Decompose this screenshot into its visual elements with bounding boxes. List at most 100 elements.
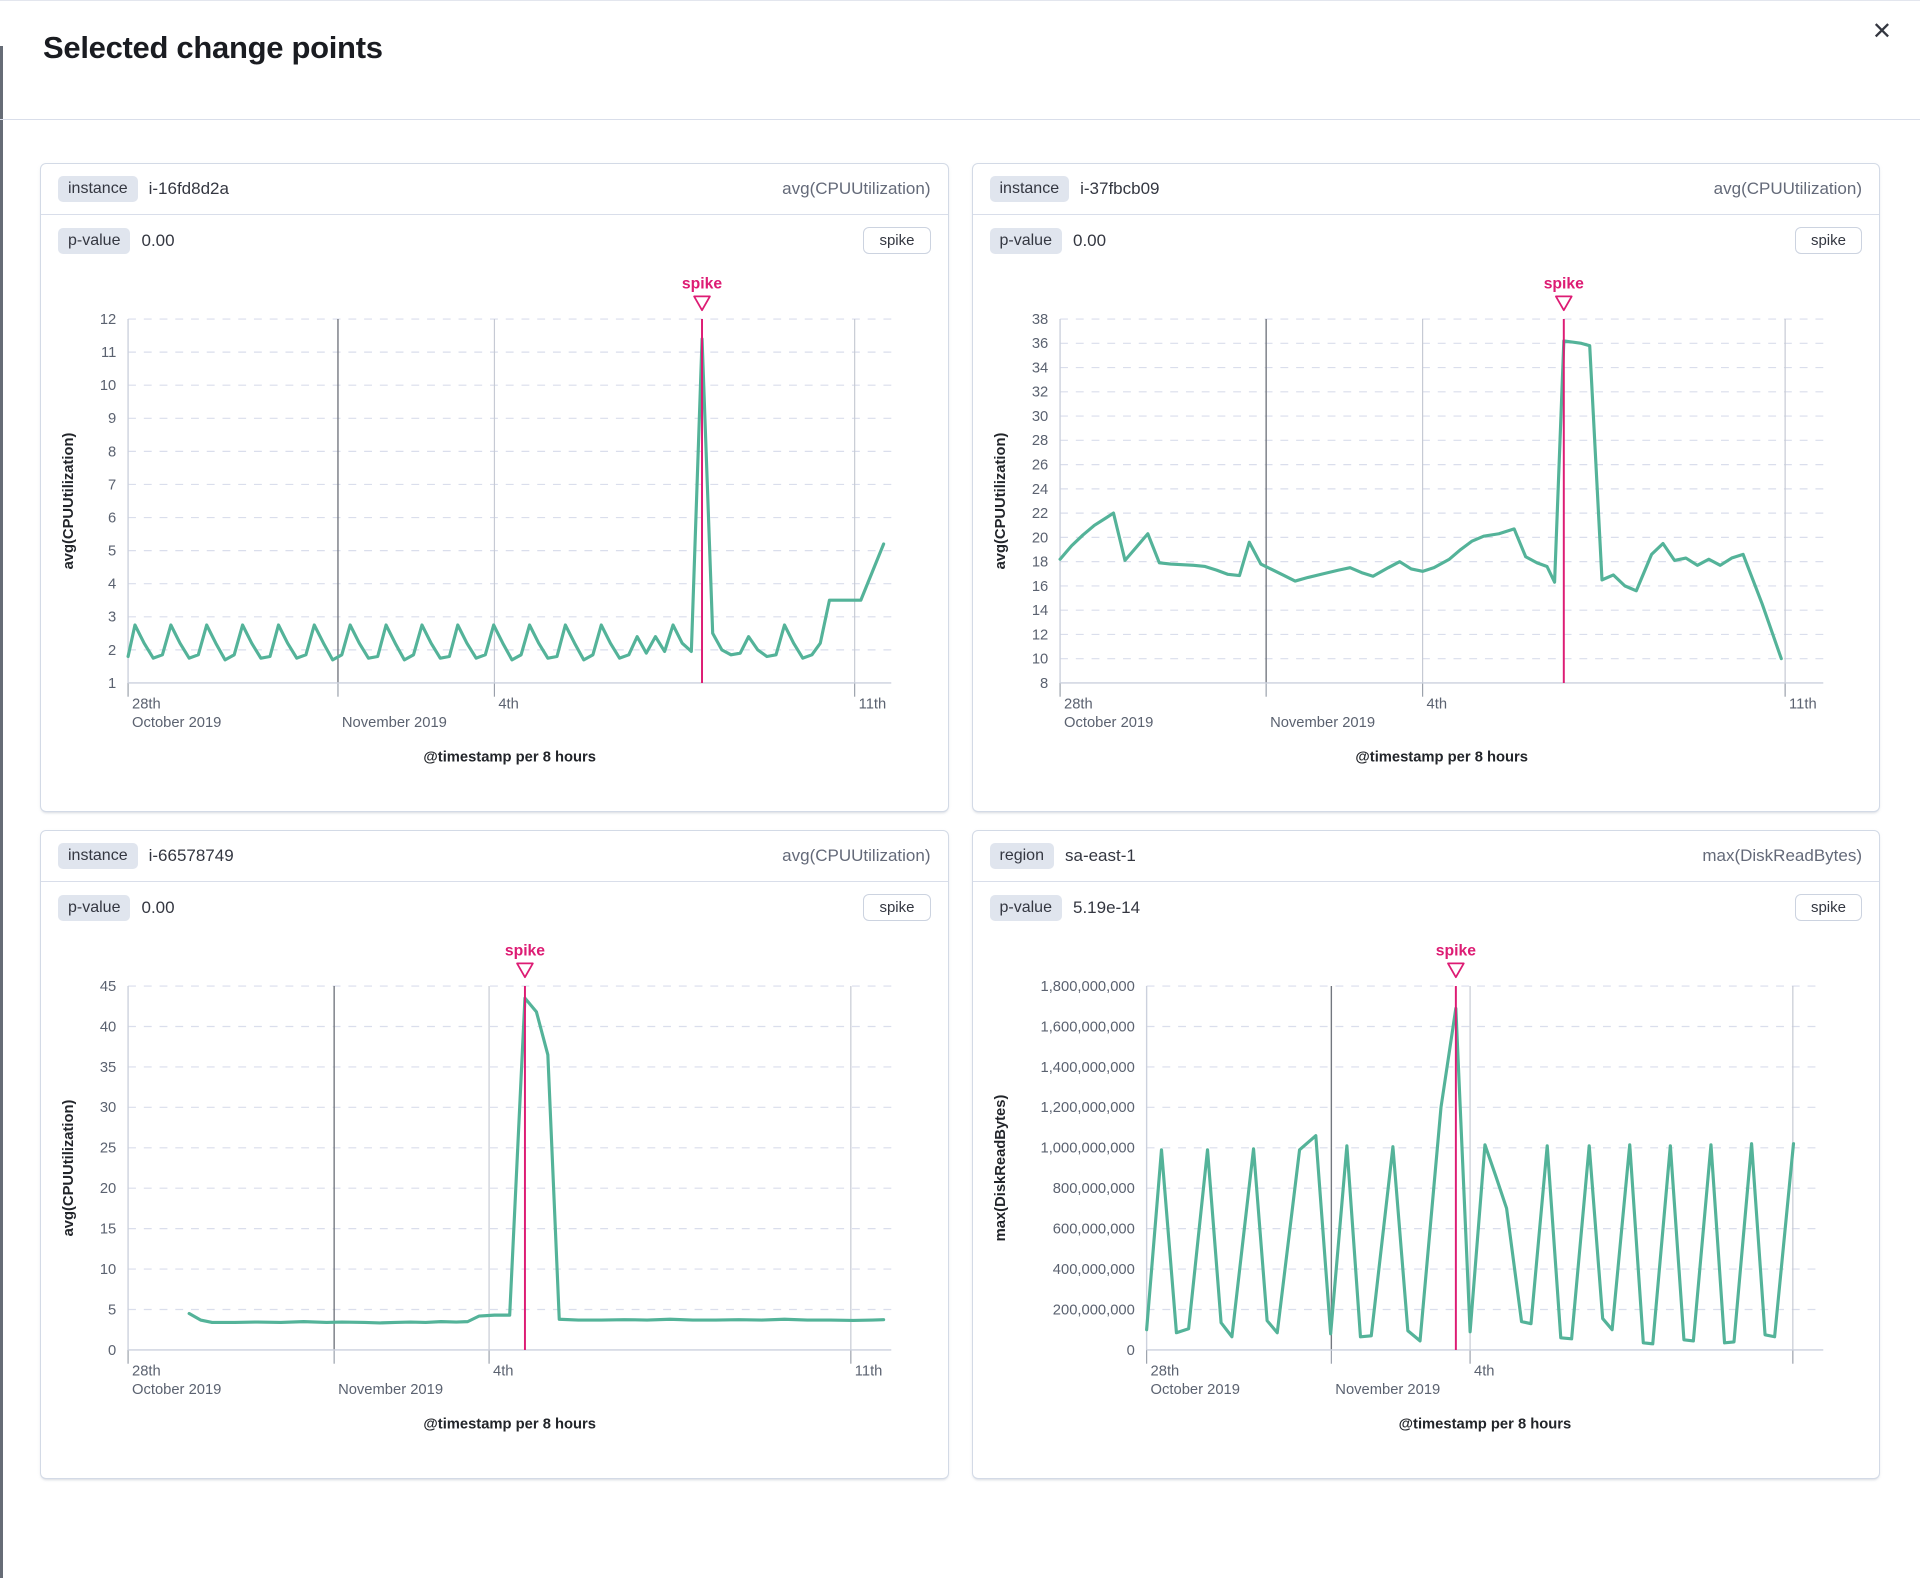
close-icon[interactable]: ✕ (1866, 14, 1898, 50)
svg-text:28th: 28th (132, 1364, 161, 1380)
svg-text:20: 20 (1031, 530, 1047, 546)
svg-text:avg(CPUUtilization): avg(CPUUtilization) (61, 1099, 77, 1236)
svg-text:max(DiskReadBytes): max(DiskReadBytes) (993, 1095, 1009, 1242)
svg-text:1,200,000,000: 1,200,000,000 (1040, 1100, 1134, 1116)
panel-subheader: p-value 0.00 spike (973, 215, 1880, 258)
field-value: i-37fbcb09 (1080, 179, 1160, 198)
svg-text:October 2019: October 2019 (1150, 1382, 1239, 1398)
field-value: i-16fd8d2a (148, 179, 229, 198)
field-value: sa-east-1 (1064, 846, 1136, 865)
svg-text:32: 32 (1031, 385, 1047, 401)
svg-text:1,600,000,000: 1,600,000,000 (1040, 1019, 1134, 1035)
pvalue-value: 0.00 (1072, 230, 1107, 250)
underlying-page-edge (0, 46, 3, 1578)
svg-text:spike: spike (1435, 943, 1475, 960)
svg-text:@timestamp per 8 hours: @timestamp per 8 hours (423, 750, 596, 766)
svg-text:4th: 4th (1474, 1364, 1495, 1380)
svg-text:1,000,000,000: 1,000,000,000 (1040, 1141, 1134, 1157)
svg-text:12: 12 (100, 312, 116, 328)
change-point-type-button[interactable]: spike (1794, 894, 1862, 921)
pvalue-value: 0.00 (141, 897, 175, 917)
pvalue-value: 0.00 (141, 230, 175, 250)
field-group: instance i-66578749 (58, 843, 234, 869)
pvalue-group: p-value 5.19e-14 (989, 894, 1140, 921)
svg-text:30: 30 (100, 1100, 116, 1116)
svg-text:October 2019: October 2019 (132, 1382, 221, 1398)
change-point-type-button[interactable]: spike (863, 227, 931, 254)
pvalue-group: p-value 0.00 (58, 894, 175, 921)
svg-text:800,000,000: 800,000,000 (1052, 1181, 1134, 1197)
svg-text:12: 12 (1031, 627, 1047, 643)
panel-header: instance i-16fd8d2a avg(CPUUtilization) (41, 164, 948, 215)
svg-text:36: 36 (1031, 336, 1047, 352)
svg-text:10: 10 (1031, 652, 1047, 668)
change-point-type-button[interactable]: spike (863, 894, 931, 921)
metric-label: avg(CPUUtilization) (1713, 179, 1862, 198)
change-point-type-button[interactable]: spike (1794, 227, 1862, 254)
svg-text:26: 26 (1031, 458, 1047, 474)
svg-text:8: 8 (108, 444, 116, 460)
change-point-panel: instance i-66578749 avg(CPUUtilization) … (40, 830, 949, 1479)
svg-text:28th: 28th (1150, 1364, 1179, 1380)
field-badge: instance (989, 176, 1070, 202)
svg-text:200,000,000: 200,000,000 (1052, 1302, 1134, 1318)
svg-text:@timestamp per 8 hours: @timestamp per 8 hours (423, 1417, 596, 1433)
svg-text:1,800,000,000: 1,800,000,000 (1040, 979, 1134, 995)
panel-header: instance i-37fbcb09 avg(CPUUtilization) (972, 164, 1879, 215)
svg-text:28th: 28th (132, 697, 161, 713)
panel-header: instance i-66578749 avg(CPUUtilization) (41, 831, 948, 882)
chart-wrap: 0 200,000,000 400,000,000 600,000,000 800,00… (973, 925, 1880, 1466)
field-badge: region (989, 843, 1054, 869)
modal-top-border (0, 0, 1920, 1)
panel-header: region sa-east-1 max(DiskReadBytes) (972, 831, 1879, 882)
svg-text:avg(CPUUtilization): avg(CPUUtilization) (61, 432, 77, 569)
field-group: region sa-east-1 (989, 843, 1136, 869)
field-badge: instance (58, 176, 138, 202)
svg-text:1: 1 (108, 676, 116, 692)
svg-text:spike: spike (682, 276, 722, 293)
panel-subheader: p-value 5.19e-14 spike (973, 882, 1880, 925)
change-points-grid: instance i-16fd8d2a avg(CPUUtilization) … (0, 120, 1920, 1479)
panel-subheader: p-value 0.00 spike (41, 882, 948, 925)
svg-text:November 2019: November 2019 (342, 715, 447, 731)
change-point-panel: region sa-east-1 max(DiskReadBytes) p-va… (971, 830, 1880, 1479)
chart-wrap: 8 10 12 14 16 18 20 22 24 26 28 30 32 34 36 38 28th Octob… (973, 258, 1880, 799)
svg-text:34: 34 (1031, 360, 1047, 376)
svg-text:0: 0 (108, 1343, 116, 1359)
pvalue-group: p-value 0.00 (58, 227, 175, 254)
svg-text:15: 15 (100, 1222, 116, 1238)
svg-text:5: 5 (108, 1302, 116, 1318)
svg-text:11th: 11th (859, 697, 887, 713)
pvalue-badge: p-value (989, 894, 1062, 921)
svg-text:28th: 28th (1064, 697, 1093, 713)
svg-text:11th: 11th (1789, 697, 1817, 713)
svg-text:October 2019: October 2019 (132, 715, 221, 731)
svg-text:25: 25 (100, 1141, 116, 1157)
svg-text:18: 18 (1031, 555, 1047, 571)
svg-text:0: 0 (1126, 1343, 1134, 1359)
svg-text:2: 2 (108, 643, 116, 659)
metric-label: avg(CPUUtilization) (782, 179, 931, 198)
svg-text:November 2019: November 2019 (1270, 715, 1375, 731)
svg-text:4: 4 (108, 577, 116, 593)
metric-label: max(DiskReadBytes) (1702, 846, 1862, 865)
svg-text:22: 22 (1031, 506, 1047, 522)
svg-text:7: 7 (108, 477, 116, 493)
svg-text:35: 35 (100, 1060, 116, 1076)
field-group: instance i-16fd8d2a (58, 176, 229, 202)
pvalue-group: p-value 0.00 (989, 227, 1107, 254)
svg-text:4th: 4th (498, 697, 519, 713)
change-point-chart: 8 10 12 14 16 18 20 22 24 26 28 30 32 34 36 38 28th Octob… (993, 276, 1823, 766)
svg-text:10: 10 (100, 1262, 116, 1278)
panel-subheader: p-value 0.00 spike (41, 215, 948, 258)
change-point-chart: 0 5 10 15 20 25 30 35 40 45 28th October 2019 Novemb… (61, 943, 892, 1433)
field-value: i-66578749 (148, 846, 234, 865)
svg-text:@timestamp per 8 hours: @timestamp per 8 hours (1355, 750, 1528, 766)
svg-text:600,000,000: 600,000,000 (1052, 1222, 1134, 1238)
svg-text:4th: 4th (1426, 697, 1447, 713)
svg-text:9: 9 (108, 411, 116, 427)
svg-text:spike: spike (505, 943, 545, 960)
svg-text:40: 40 (100, 1019, 116, 1035)
svg-text:1,400,000,000: 1,400,000,000 (1040, 1060, 1134, 1076)
